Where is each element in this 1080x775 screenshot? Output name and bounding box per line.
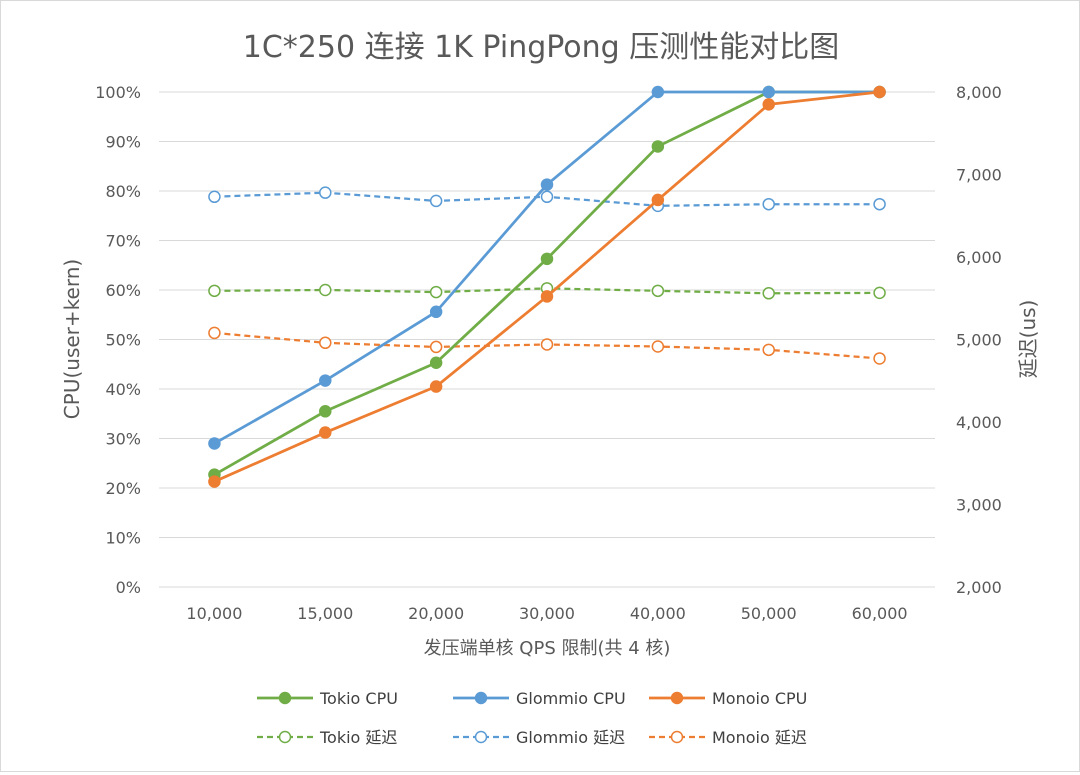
y-tick-label: 20% — [105, 479, 141, 498]
legend-swatch-marker — [278, 730, 292, 744]
data-point — [762, 287, 775, 300]
x-tick-label: 40,000 — [630, 604, 686, 623]
x-tick-label: 20,000 — [408, 604, 464, 623]
data-point — [873, 197, 886, 211]
y-tick-label: 30% — [105, 430, 141, 449]
y2-tick-label: 8,000 — [956, 83, 1002, 102]
data-point — [319, 405, 332, 418]
legend-item: Monoio 延迟 — [649, 728, 807, 747]
data-point — [873, 286, 886, 300]
data-point — [429, 285, 443, 299]
data-point — [540, 290, 554, 303]
y2-tick-label: 6,000 — [956, 248, 1002, 267]
legend-item: Tokio 延迟 — [257, 728, 397, 747]
y2-tick-label: 3,000 — [956, 496, 1002, 515]
legend-item: Glommio 延迟 — [453, 728, 625, 747]
data-point — [319, 186, 332, 199]
data-point — [319, 283, 332, 297]
legend-label: Glommio CPU — [516, 689, 626, 708]
data-point — [319, 426, 332, 439]
data-point — [651, 85, 665, 99]
data-point — [540, 190, 554, 204]
data-point — [208, 284, 221, 298]
legend-swatch-marker — [670, 730, 684, 744]
x-tick-label: 50,000 — [741, 604, 797, 623]
legend: Tokio CPU Glommio CPU Monoio CPU Tokio 延迟 Gl… — [257, 689, 807, 747]
series-Monoio CPU — [208, 85, 886, 488]
y-axis-ticks: 0% 10% 20% 30% 40% 50% 60% 70% 80% 90% 100% — [95, 83, 141, 597]
data-point — [873, 352, 886, 365]
legend-label: Glommio 延迟 — [516, 728, 625, 747]
legend-swatch-marker — [670, 691, 684, 705]
data-point — [319, 336, 332, 350]
legend-label: Monoio CPU — [712, 689, 807, 708]
x-axis-label: 发压端单核 QPS 限制(共 4 核) — [424, 638, 671, 659]
y-tick-label: 80% — [105, 182, 141, 201]
data-point — [762, 197, 775, 211]
data-point — [651, 193, 665, 207]
chart-title: 1C*250 连接 1K PingPong 压测性能对比图 — [243, 30, 839, 65]
data-point — [429, 194, 443, 208]
y-tick-label: 60% — [105, 281, 141, 300]
legend-item: Glommio CPU — [453, 689, 626, 708]
series-Tokio 延迟 — [208, 282, 886, 300]
y2-axis-label: 延迟(us) — [1016, 300, 1040, 379]
data-point — [208, 326, 221, 340]
data-point — [540, 338, 554, 351]
data-point — [651, 284, 665, 298]
x-tick-label: 15,000 — [297, 604, 353, 623]
x-tick-label: 10,000 — [186, 604, 242, 623]
data-point — [429, 340, 443, 354]
data-point — [208, 475, 221, 488]
y2-tick-label: 7,000 — [956, 166, 1002, 185]
data-point — [208, 437, 221, 450]
data-point — [873, 85, 886, 99]
y2-tick-label: 2,000 — [956, 578, 1002, 597]
y-tick-label: 10% — [105, 529, 141, 548]
y-tick-label: 70% — [105, 232, 141, 251]
data-point — [540, 252, 554, 266]
data-point — [651, 140, 665, 153]
data-point — [762, 98, 775, 111]
y-tick-label: 0% — [116, 578, 141, 597]
legend-label: Monoio 延迟 — [712, 728, 807, 747]
series-Glommio CPU — [208, 85, 886, 450]
data-point — [429, 305, 443, 319]
y-tick-label: 50% — [105, 331, 141, 350]
series-Monoio 延迟 — [208, 326, 886, 365]
data-point — [762, 85, 775, 99]
x-tick-label: 30,000 — [519, 604, 575, 623]
legend-swatch-marker — [474, 730, 488, 744]
y-tick-label: 100% — [95, 83, 141, 102]
legend-swatch-marker — [278, 691, 292, 705]
data-point — [762, 343, 775, 357]
y2-tick-label: 4,000 — [956, 413, 1002, 432]
series-layer — [208, 85, 886, 488]
legend-label: Tokio CPU — [319, 689, 398, 708]
x-tick-label: 60,000 — [852, 604, 908, 623]
y2-tick-label: 5,000 — [956, 331, 1002, 350]
y-axis-label: CPU(user+kern) — [60, 259, 84, 419]
data-point — [540, 178, 554, 191]
y-tick-label: 40% — [105, 380, 141, 399]
data-point — [429, 356, 443, 370]
y-tick-label: 90% — [105, 133, 141, 152]
data-point — [208, 190, 221, 204]
legend-label: Tokio 延迟 — [319, 728, 397, 747]
data-point — [429, 380, 443, 393]
legend-item: Tokio CPU — [257, 689, 398, 708]
legend-swatch-marker — [474, 691, 488, 705]
x-axis-ticks: 10,000 15,000 20,000 30,000 40,000 50,000 60,0… — [186, 604, 907, 623]
y2-axis-ticks: 2,000 3,000 4,000 5,000 6,000 7,000 8,000 — [956, 83, 1002, 597]
data-point — [319, 374, 332, 387]
legend-item: Monoio CPU — [649, 689, 807, 708]
data-point — [651, 340, 665, 353]
series-line — [213, 90, 880, 445]
